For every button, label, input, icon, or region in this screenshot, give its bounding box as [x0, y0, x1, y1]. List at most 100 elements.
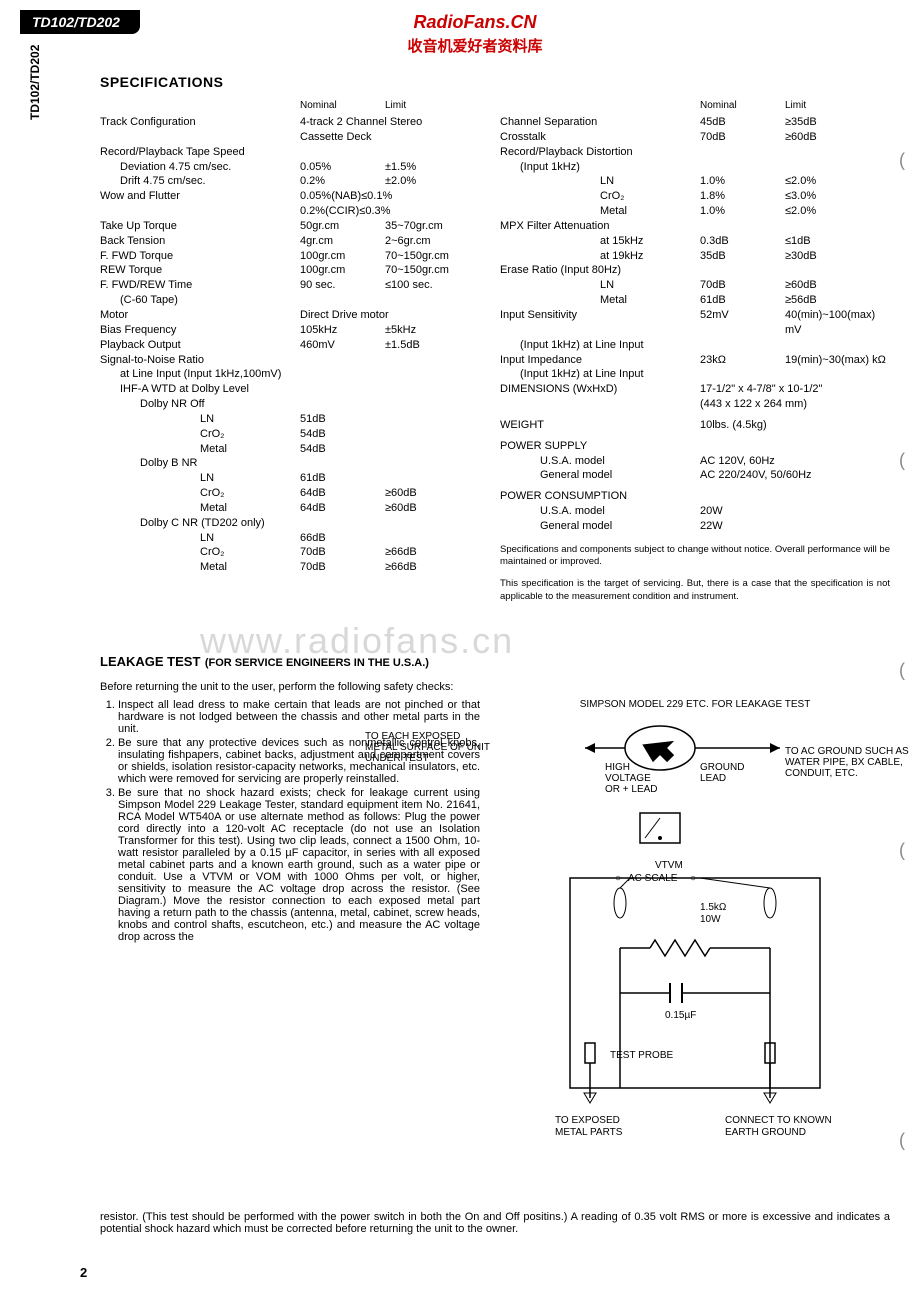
spec-label: Input Impedance	[500, 353, 700, 368]
spec-label: LN	[100, 531, 300, 546]
spec-limit: ≥56dB	[785, 293, 890, 308]
spec-row: WEIGHT10lbs. (4.5kg)	[500, 418, 890, 433]
spec-row: (443 x 122 x 264 mm)	[500, 397, 890, 412]
spec-limit	[385, 382, 490, 397]
spec-limit: 35~70gr.cm	[385, 219, 490, 234]
spec-row: at 19kHz35dB≥30dB	[500, 249, 890, 264]
spec-row: Crosstalk70dB≥60dB	[500, 130, 890, 145]
spec-limit	[385, 427, 490, 442]
spec-label: Motor	[100, 308, 300, 323]
spec-limit: ±2.0%	[385, 174, 490, 189]
spec-limit: ±5kHz	[385, 323, 490, 338]
spec-nominal	[700, 160, 785, 175]
spec-row: Drift 4.75 cm/sec.0.2%±2.0%	[100, 174, 490, 189]
spec-label: Take Up Torque	[100, 219, 300, 234]
spec-row: General modelAC 220/240V, 50/60Hz	[500, 468, 890, 483]
spec-label: LN	[100, 471, 300, 486]
spec-limit	[385, 531, 490, 546]
page-number: 2	[80, 1265, 890, 1280]
spec-nominal	[700, 439, 785, 454]
spec-limit	[785, 338, 890, 353]
spec-nominal	[300, 397, 385, 412]
svg-text:TEST PROBE: TEST PROBE	[610, 1050, 673, 1061]
spec-row: Track Configuration4-track 2 Channel Ste…	[100, 115, 490, 130]
spec-row: (C-60 Tape)	[100, 293, 490, 308]
spec-row: Metal54dB	[100, 442, 490, 457]
spec-row: U.S.A. model20W	[500, 504, 890, 519]
spec-label: (Input 1kHz) at Line Input	[500, 338, 700, 353]
spec-nominal: 50gr.cm	[300, 219, 385, 234]
spec-limit	[385, 353, 490, 368]
spec-nominal: 64dB	[300, 501, 385, 516]
spec-label: Metal	[500, 204, 700, 219]
spec-label: Channel Separation	[500, 115, 700, 130]
leakage-intro: Before returning the unit to the user, p…	[100, 681, 890, 693]
svg-text:VTVM: VTVM	[655, 860, 683, 871]
spec-nominal: 61dB	[300, 471, 385, 486]
spec-nominal	[700, 263, 785, 278]
spec-label: WEIGHT	[500, 418, 700, 433]
spec-label: Metal	[100, 560, 300, 575]
spec-row: LN61dB	[100, 471, 490, 486]
spec-limit: 70~150gr.cm	[385, 263, 490, 278]
spec-nominal	[300, 145, 385, 160]
spec-row: (Input 1kHz)	[500, 160, 890, 175]
leakage-diagram: SIMPSON MODEL 229 ETC. FOR LEAKAGE TEST …	[500, 699, 890, 1207]
spec-label	[100, 130, 300, 145]
diagram-left-note: TO EACH EXPOSED METAL SURFACE OF UNIT UN…	[365, 731, 495, 764]
spec-limit	[385, 293, 490, 308]
spec-row: Bias Frequency105kHz±5kHz	[100, 323, 490, 338]
spec-nominal	[300, 293, 385, 308]
spec-row: Input Impedance23kΩ19(min)~30(max) kΩ	[500, 353, 890, 368]
section-title: SPECIFICATIONS	[100, 74, 890, 90]
spec-nominal: 45dB	[700, 115, 785, 130]
spec-limit: ≤3.0%	[785, 189, 890, 204]
leakage-title: LEAKAGE TEST	[100, 654, 200, 669]
spec-row: F. FWD/REW Time90 sec.≤100 sec.	[100, 278, 490, 293]
leakage-sub: (FOR SERVICE ENGINEERS IN THE U.S.A.)	[205, 657, 429, 669]
spec-limit	[385, 397, 490, 412]
spec-value: 17-1/2" x 4-7/8" x 10-1/2"	[700, 382, 890, 397]
spec-label: Dolby NR Off	[100, 397, 300, 412]
spec-row: LN1.0%≤2.0%	[500, 174, 890, 189]
footnote: Specifications and components subject to…	[500, 544, 890, 569]
spec-nominal: 70dB	[700, 278, 785, 293]
spec-row: F. FWD Torque100gr.cm70~150gr.cm	[100, 249, 490, 264]
spec-label: U.S.A. model	[500, 504, 700, 519]
spec-limit	[785, 219, 890, 234]
spec-col-left: Nominal Limit Track Configuration4-track…	[100, 100, 490, 603]
spec-nominal	[300, 516, 385, 531]
leakage-item: Inspect all lead dress to make certain t…	[118, 699, 480, 735]
spec-limit: ≥60dB	[385, 486, 490, 501]
spec-value: 10lbs. (4.5kg)	[700, 418, 890, 433]
spec-nominal: 0.2%	[300, 174, 385, 189]
spec-label: (Input 1kHz)	[500, 160, 700, 175]
spec-limit: ≥66dB	[385, 560, 490, 575]
spec-row: Channel Separation45dB≥35dB	[500, 115, 890, 130]
spec-row: Metal61dB≥56dB	[500, 293, 890, 308]
spec-row: at 15kHz0.3dB≤1dB	[500, 234, 890, 249]
spec-limit	[385, 516, 490, 531]
spec-label: Signal-to-Noise Ratio	[100, 353, 300, 368]
spec-nominal: 52mV	[700, 308, 785, 338]
margin-mark: (	[899, 150, 905, 171]
spec-label: Metal	[100, 501, 300, 516]
leakage-item: Be sure that no shock hazard exists; che…	[118, 787, 480, 943]
spec-nominal: 54dB	[300, 427, 385, 442]
footnote: This specification is the target of serv…	[500, 578, 890, 603]
spec-nominal: 20W	[700, 504, 785, 519]
spec-row: Record/Playback Tape Speed	[100, 145, 490, 160]
spec-limit	[385, 442, 490, 457]
spec-limit: ±1.5dB	[385, 338, 490, 353]
spec-label: General model	[500, 468, 700, 483]
diagram-right-note: TO AC GROUND SUCH AS WATER PIPE, BX CABL…	[785, 746, 920, 779]
spec-limit: ≤100 sec.	[385, 278, 490, 293]
spec-limit: ±1.5%	[385, 160, 490, 175]
spec-row: U.S.A. modelAC 120V, 60Hz	[500, 454, 890, 469]
spec-row: at Line Input (Input 1kHz,100mV)	[100, 367, 490, 382]
spec-label: Metal	[500, 293, 700, 308]
spec-row: LN51dB	[100, 412, 490, 427]
spec-value: 0.2%(CCIR)≤0.3%	[300, 204, 490, 219]
spec-label: POWER CONSUMPTION	[500, 489, 700, 504]
spec-label: F. FWD Torque	[100, 249, 300, 264]
